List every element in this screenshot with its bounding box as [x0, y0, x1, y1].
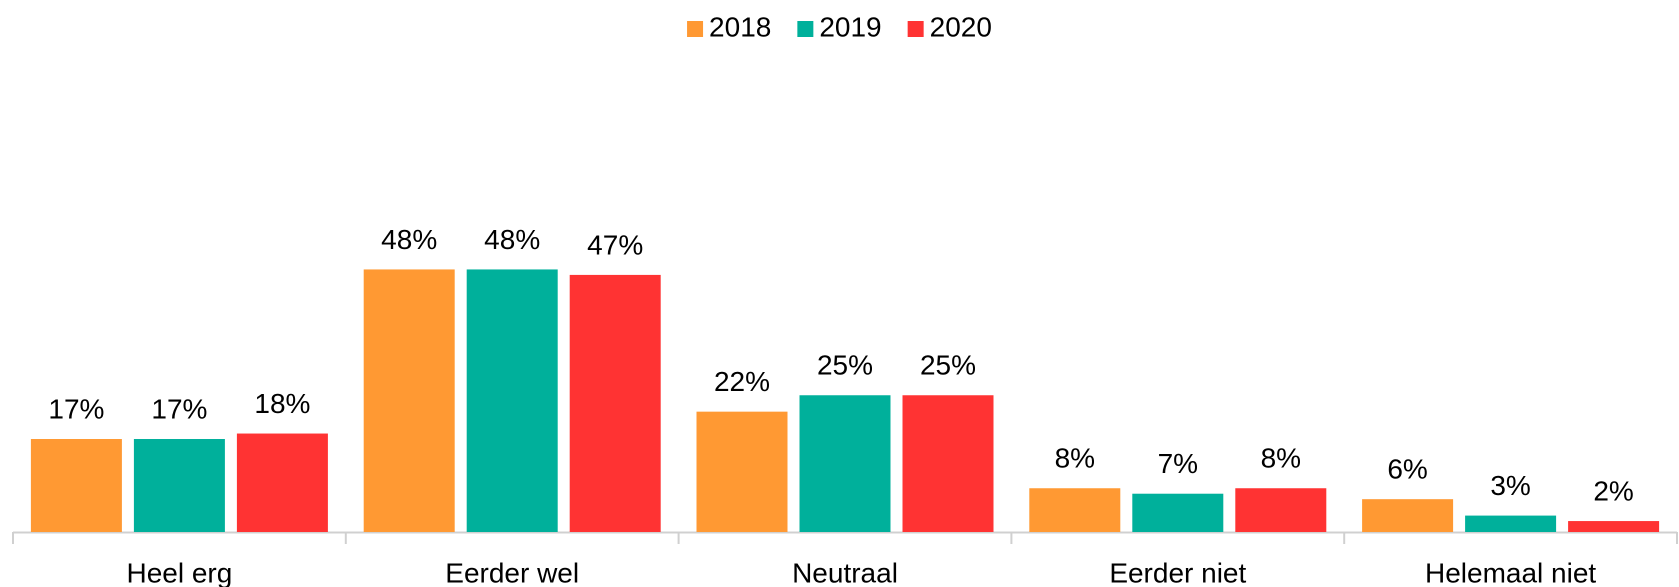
- data-label: 3%: [1490, 470, 1530, 501]
- bar: [133, 439, 225, 532]
- legend-swatch: [907, 21, 924, 37]
- legend-label: 2018: [709, 11, 771, 42]
- data-label: 2%: [1593, 475, 1633, 506]
- bar: [1029, 488, 1121, 532]
- x-tick-label: Neutraal: [792, 557, 898, 587]
- bar: [30, 439, 122, 532]
- bar: [1465, 515, 1557, 532]
- data-label: 6%: [1387, 454, 1427, 485]
- data-label: 7%: [1158, 448, 1198, 479]
- data-label: 17%: [48, 393, 104, 424]
- bar: [1568, 521, 1660, 532]
- bar: [236, 433, 328, 532]
- legend-swatch: [797, 21, 814, 37]
- data-label: 25%: [920, 350, 976, 381]
- data-label: 48%: [381, 224, 437, 255]
- data-label: 17%: [151, 393, 207, 424]
- legend-swatch: [687, 21, 704, 37]
- legend-label: 2020: [930, 11, 992, 42]
- bar: [799, 395, 891, 532]
- bar: [1132, 493, 1224, 532]
- bar: [696, 411, 788, 532]
- data-label: 25%: [817, 350, 873, 381]
- bar: [363, 269, 455, 532]
- bar: [569, 274, 661, 532]
- x-tick-label: Heel erg: [126, 557, 232, 587]
- bar: [1362, 499, 1454, 532]
- data-label: 47%: [587, 229, 643, 260]
- data-label: 18%: [254, 388, 310, 419]
- bar: [1235, 488, 1327, 532]
- data-label: 8%: [1261, 443, 1301, 474]
- data-label: 22%: [714, 366, 770, 397]
- bar: [466, 269, 558, 532]
- legend-label: 2019: [819, 11, 881, 42]
- x-tick-label: Helemaal niet: [1425, 557, 1596, 587]
- bar: [902, 395, 994, 532]
- data-label: 48%: [484, 224, 540, 255]
- x-tick-label: Eerder niet: [1109, 557, 1246, 587]
- data-label: 8%: [1055, 443, 1095, 474]
- x-tick-label: Eerder wel: [445, 557, 579, 587]
